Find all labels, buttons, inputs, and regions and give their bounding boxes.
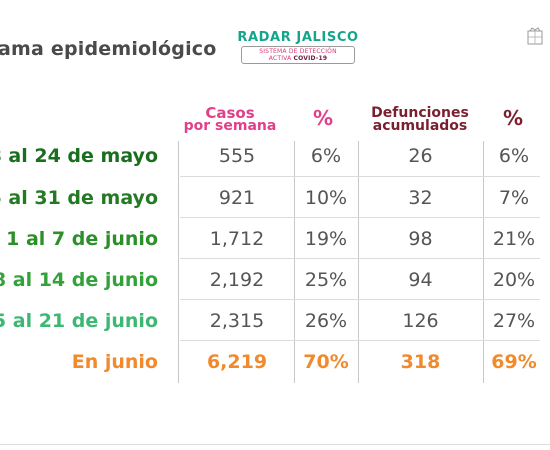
cell-defunciones: 32	[408, 187, 433, 209]
page-title: ama epidemiológico	[0, 38, 217, 60]
cell-pct-casos: 10%	[304, 187, 348, 209]
total-casos: 6,219	[206, 351, 268, 373]
radar-logo-title: RADAR JALISCO	[237, 30, 359, 45]
footer-divider	[0, 444, 550, 445]
total-label: En junio	[71, 351, 158, 373]
column-divider	[483, 141, 484, 383]
cell-pct-def: 21%	[492, 228, 536, 250]
column-divider	[178, 141, 179, 383]
total-defunciones: 318	[400, 351, 441, 373]
row-label: 8 al 24 de mayo	[0, 145, 158, 167]
cell-pct-def: 6%	[498, 145, 530, 167]
cell-pct-def: 7%	[498, 187, 530, 209]
row-divider	[180, 340, 540, 341]
cell-casos: 555	[218, 145, 256, 167]
cell-defunciones: 98	[408, 228, 433, 250]
total-pct-def: 69%	[491, 351, 537, 373]
header-pct-casos: %	[312, 106, 334, 130]
cell-defunciones: 94	[408, 269, 433, 291]
cell-pct-casos: 26%	[304, 310, 348, 332]
row-divider	[180, 217, 540, 218]
cell-casos: 2,192	[209, 269, 265, 291]
row-label: 8 al 14 de junio	[0, 269, 158, 291]
row-label: 5 al 21 de junio	[0, 310, 158, 332]
radar-jalisco-logo: RADAR JALISCO SISTEMA DE DETECCIÓN ACTIV…	[236, 30, 360, 64]
row-divider	[180, 176, 540, 177]
cell-casos: 921	[218, 187, 256, 209]
column-divider	[294, 141, 295, 383]
row-label: 1 al 7 de junio	[6, 228, 158, 250]
cell-casos: 1,712	[209, 228, 265, 250]
cell-defunciones: 126	[402, 310, 439, 332]
crest-icon	[527, 27, 543, 45]
cell-pct-casos: 25%	[304, 269, 348, 291]
cell-pct-def: 27%	[492, 310, 536, 332]
cell-casos: 2,315	[209, 310, 265, 332]
column-divider	[358, 141, 359, 383]
header-pct-def: %	[502, 106, 524, 130]
total-pct-casos: 70%	[303, 351, 349, 373]
cell-defunciones: 26	[408, 145, 433, 167]
radar-logo-subtitle: SISTEMA DE DETECCIÓN ACTIVA COVID-19	[241, 46, 355, 64]
row-divider	[180, 258, 540, 259]
header-casos: Casos por semana	[183, 104, 277, 134]
row-label: 5 al 31 de mayo	[0, 187, 158, 209]
cell-pct-casos: 19%	[304, 228, 348, 250]
cell-pct-def: 20%	[492, 269, 536, 291]
cell-pct-casos: 6%	[310, 145, 342, 167]
row-divider	[180, 299, 540, 300]
header-defunciones: Defunciones acumulados	[371, 105, 469, 134]
